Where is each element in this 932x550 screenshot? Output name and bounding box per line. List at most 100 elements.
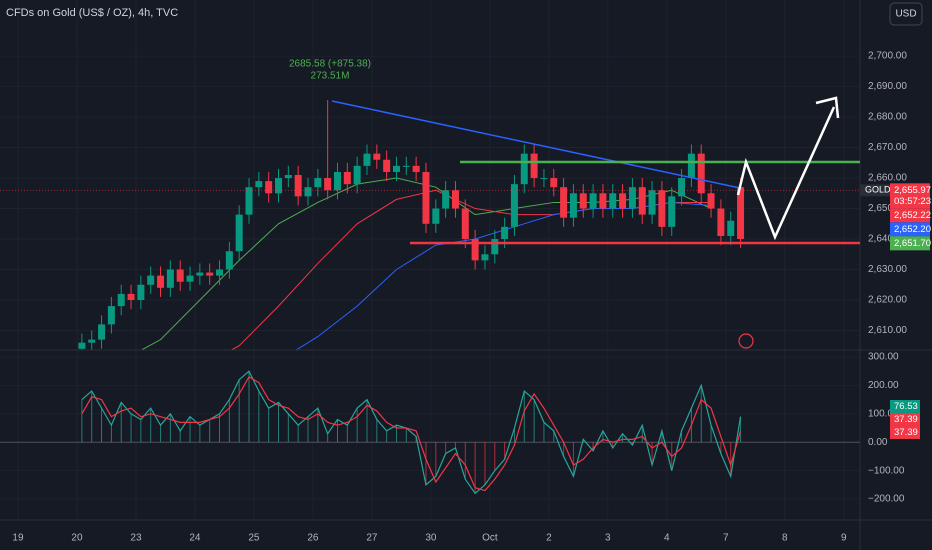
price-label-box [890,208,930,223]
currency-button[interactable] [889,2,923,26]
x-tick-label: 20 [71,533,83,544]
candle-body [560,187,568,218]
x-tick-label: Oct [482,533,498,544]
candle-body [186,275,194,282]
candle-body [422,171,430,224]
candle-body [550,178,558,188]
candle-body [88,339,96,343]
y2-tick-label: −200.00 [868,494,905,505]
candle-body [383,159,391,172]
candle-body [147,275,155,285]
candle-body [137,284,145,300]
x-tick-label: 19 [12,533,24,544]
x-tick-label: 9 [841,533,847,544]
candle-body [451,190,459,209]
candle-body [471,239,479,261]
candle-body [157,275,165,288]
price-label-box [890,183,930,209]
candle-body [275,178,283,194]
candle-body [737,187,745,240]
candle-body [658,190,666,227]
candle-body [599,193,607,209]
candle-body [294,175,302,197]
y2-tick-label: 0.00 [868,437,888,448]
y-tick-label: 2,630.00 [868,264,907,275]
oscillator-line [81,370,742,495]
candle-body [245,187,253,215]
x-tick-label: 2 [546,533,552,544]
candle-body [196,272,204,276]
candle-body [707,193,715,209]
event-icon[interactable] [738,333,754,349]
candle-body [412,165,420,172]
candle-body [442,190,450,209]
value-label-box [890,425,920,439]
candle-body [481,254,489,261]
moving-average [295,201,712,350]
candle-body [265,181,273,194]
candle-body [717,208,725,236]
price-label-box [890,236,930,251]
candle-body [501,226,509,240]
value-label: 76.53 [894,401,918,412]
candle-body [176,269,184,282]
y2-tick-label: 300.00 [868,352,899,363]
y-tick-label: 2,620.00 [868,295,907,306]
x-tick-label: 30 [425,533,437,544]
candle-body [432,208,440,224]
trend-line [331,100,741,189]
candle-body [392,165,400,172]
candle-body [461,208,469,240]
price-label: 2,652.20 [894,224,931,235]
candle-body [589,193,597,209]
arrow-head [815,96,840,119]
x-tick-label: 23 [130,533,142,544]
candle-body [98,324,106,340]
candle-body [333,171,341,191]
candle-body [304,187,312,197]
candle-body [619,193,627,209]
x-tick-label: 3 [605,533,611,544]
oscillator-line [81,376,742,492]
y-tick-label: 2,670.00 [868,142,907,153]
y2-tick-label: −100.00 [868,465,905,476]
value-label-box [890,399,920,413]
x-tick-label: 26 [307,533,319,544]
candle-body [540,178,548,180]
chart-title: CFDs on Gold (US$ / OZ), 4h, TVC [6,7,178,19]
candle-body [510,184,518,227]
y-tick-label: 2,650.00 [868,203,907,214]
y2-tick-label: 200.00 [868,380,899,391]
candle-body [324,178,332,191]
value-label: 37.39 [894,414,918,425]
candle-body [648,190,656,215]
drawings [331,96,860,349]
x-tick-label: 24 [189,533,201,544]
candle-body [628,187,636,209]
candle-body [491,239,499,255]
y-tick-label: 2,640.00 [868,234,907,245]
candle-body [117,293,125,307]
x-tick-label: 8 [782,533,788,544]
price-label: 2,652.22 [894,210,931,221]
currency: USD [895,9,916,20]
x-tick-label: 25 [248,533,260,544]
candle-body [363,153,371,166]
projection-path [736,106,836,241]
candle-body [284,175,292,179]
candle-body [353,165,361,185]
candle-body [727,220,735,236]
candle-body [697,153,705,194]
candle-body [373,153,381,160]
countdown: 03:57:23 [894,196,931,207]
candle-body [678,178,686,197]
price-label: 2,655.97 [894,185,931,196]
candle-body [569,193,577,218]
candle-body [579,193,587,209]
candle-body [668,196,676,227]
high-annotation: 2685.58 (+875.38) [289,59,371,70]
candle-body [638,187,646,215]
value-label-box [890,412,920,426]
symbol: GOLD [865,185,891,195]
x-tick-label: 4 [664,533,670,544]
